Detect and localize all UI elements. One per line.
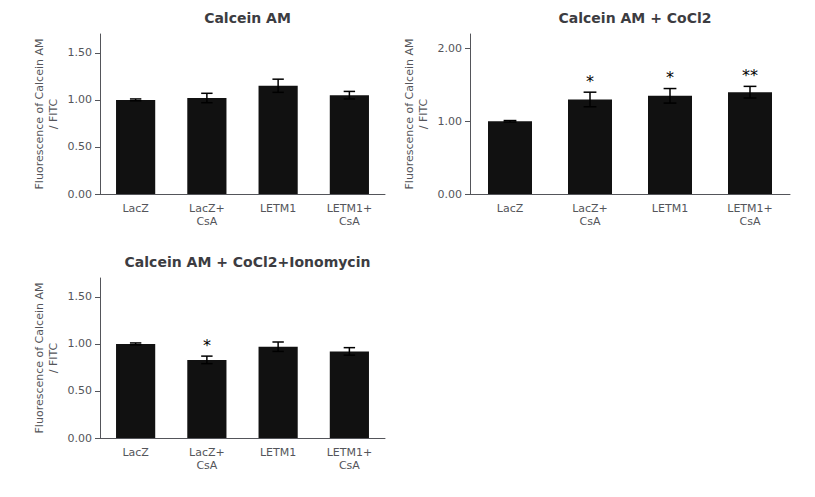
- svg-text:LacZ+: LacZ+: [189, 202, 225, 215]
- svg-text:*: *: [203, 336, 211, 355]
- svg-text:/ FITC: / FITC: [417, 98, 430, 129]
- svg-text:Fluorescence of Calcein AM: Fluorescence of Calcein AM: [403, 39, 416, 190]
- svg-text:2.00: 2.00: [438, 42, 463, 55]
- svg-text:/ FITC: / FITC: [47, 98, 60, 129]
- svg-text:0.50: 0.50: [68, 140, 93, 153]
- svg-text:LETM1: LETM1: [652, 202, 688, 215]
- svg-text:LETM1+: LETM1+: [727, 202, 773, 215]
- svg-text:CsA: CsA: [339, 215, 360, 228]
- svg-text:CsA: CsA: [740, 215, 761, 228]
- svg-text:1.00: 1.00: [68, 337, 93, 350]
- svg-text:LETM1+: LETM1+: [327, 446, 373, 459]
- svg-text:CsA: CsA: [196, 459, 217, 472]
- svg-text:0.50: 0.50: [68, 384, 93, 397]
- svg-text:LacZ: LacZ: [497, 202, 524, 215]
- svg-text:LETM1+: LETM1+: [327, 202, 373, 215]
- svg-text:1.50: 1.50: [68, 46, 93, 59]
- svg-text:0.00: 0.00: [68, 432, 93, 445]
- svg-text:LacZ+: LacZ+: [572, 202, 608, 215]
- svg-text:LacZ: LacZ: [122, 202, 149, 215]
- svg-text:/ FITC: / FITC: [47, 342, 60, 373]
- svg-text:Fluorescence of Calcein AM: Fluorescence of Calcein AM: [33, 283, 46, 434]
- svg-text:**: **: [742, 66, 758, 85]
- svg-text:CsA: CsA: [580, 215, 601, 228]
- svg-text:LacZ: LacZ: [122, 446, 149, 459]
- svg-text:CsA: CsA: [339, 459, 360, 472]
- svg-text:LETM1: LETM1: [260, 446, 296, 459]
- svg-text:Calcein AM + CoCl2+Ionomycin: Calcein AM + CoCl2+Ionomycin: [125, 254, 371, 270]
- svg-text:LacZ+: LacZ+: [189, 446, 225, 459]
- svg-text:CsA: CsA: [196, 215, 217, 228]
- svg-text:*: *: [586, 72, 594, 91]
- svg-text:1.00: 1.00: [68, 93, 93, 106]
- svg-text:1.00: 1.00: [438, 115, 463, 128]
- svg-text:LETM1: LETM1: [260, 202, 296, 215]
- svg-text:1.50: 1.50: [68, 290, 93, 303]
- svg-text:Fluorescence of Calcein AM: Fluorescence of Calcein AM: [33, 39, 46, 190]
- svg-text:0.00: 0.00: [68, 188, 93, 201]
- svg-text:Calcein AM: Calcein AM: [204, 10, 291, 26]
- svg-text:0.00: 0.00: [438, 188, 463, 201]
- svg-text:Calcein AM + CoCl2: Calcein AM + CoCl2: [559, 10, 712, 26]
- svg-text:*: *: [666, 68, 674, 87]
